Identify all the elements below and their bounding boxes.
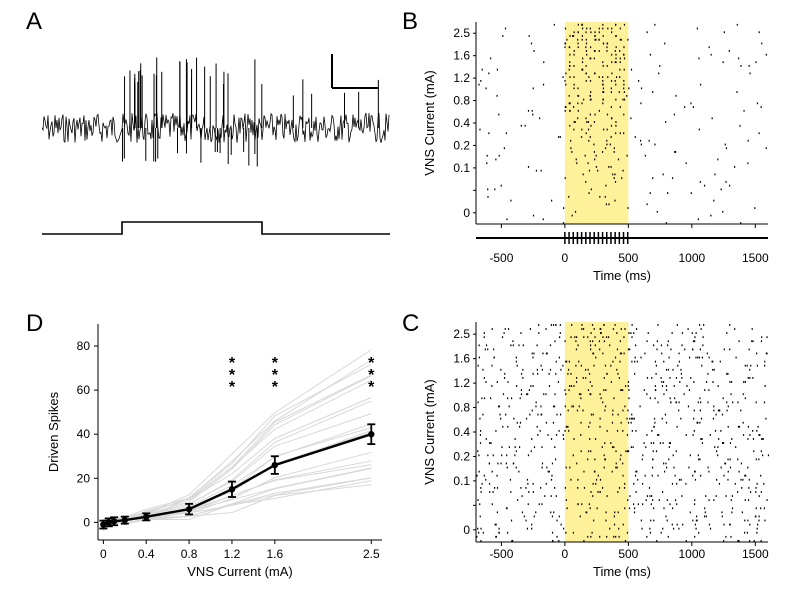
svg-text:1.6: 1.6	[266, 547, 283, 561]
svg-text:0.4: 0.4	[453, 425, 470, 439]
svg-text:2.5: 2.5	[363, 547, 380, 561]
svg-text:VNS Current (mA): VNS Current (mA)	[422, 70, 437, 175]
svg-text:0.1: 0.1	[453, 161, 470, 175]
svg-text:VNS Current (mA): VNS Current (mA)	[422, 379, 437, 484]
panel-label-B: B	[402, 8, 418, 36]
panel-C-raster: 0 0.1 0.2 0.4 0.8 1.2 1.6 2.5 -500 0 500 1000 1500 Ti…	[418, 318, 774, 586]
svg-text:0.8: 0.8	[181, 547, 198, 561]
panel-label-C: C	[402, 310, 419, 338]
svg-text:1500: 1500	[742, 547, 769, 561]
svg-text:0.8: 0.8	[453, 401, 470, 415]
svg-text:60: 60	[77, 383, 91, 397]
svg-text:VNS Current (mA): VNS Current (mA)	[187, 564, 292, 579]
svg-text:0: 0	[83, 515, 90, 529]
svg-text:2.5: 2.5	[453, 327, 470, 341]
panel-label-A: A	[26, 8, 42, 36]
svg-text:20: 20	[77, 471, 91, 485]
svg-text:1500: 1500	[742, 251, 769, 265]
svg-text:0.2: 0.2	[453, 449, 470, 463]
svg-text:0: 0	[463, 206, 470, 220]
svg-text:Time (ms): Time (ms)	[593, 268, 651, 283]
svg-text:*: *	[272, 379, 279, 396]
svg-text:1000: 1000	[678, 251, 705, 265]
svg-text:0: 0	[463, 523, 470, 537]
svg-text:0.4: 0.4	[138, 547, 155, 561]
svg-text:1.2: 1.2	[453, 376, 470, 390]
svg-text:40: 40	[77, 427, 91, 441]
svg-text:*: *	[229, 379, 236, 396]
svg-text:80: 80	[77, 339, 91, 353]
svg-text:500: 500	[618, 547, 638, 561]
svg-text:0.2: 0.2	[453, 138, 470, 152]
svg-text:-500: -500	[489, 547, 513, 561]
panel-D-curve: 0 20 40 60 80 0 0.4 0.8 1.2 1.6 2.5 VNS Current (mA…	[42, 318, 390, 586]
svg-text:Time (ms): Time (ms)	[593, 564, 651, 579]
svg-text:*: *	[368, 379, 375, 396]
svg-text:-500: -500	[489, 251, 513, 265]
svg-text:0: 0	[562, 251, 569, 265]
svg-text:1.2: 1.2	[453, 71, 470, 85]
panel-label-D: D	[26, 310, 43, 338]
panel-A-trace	[42, 18, 390, 286]
svg-text:1.6: 1.6	[453, 49, 470, 63]
svg-text:1000: 1000	[678, 547, 705, 561]
panel-B-raster: 0 0.1 0.2 0.4 0.8 1.2 1.6 2.5 -500 0 500 1000 1500 Ti…	[418, 18, 774, 286]
svg-text:1.2: 1.2	[224, 547, 241, 561]
svg-text:2.5: 2.5	[453, 26, 470, 40]
svg-text:0: 0	[562, 547, 569, 561]
svg-text:0.4: 0.4	[453, 116, 470, 130]
svg-text:500: 500	[618, 251, 638, 265]
svg-text:0.1: 0.1	[453, 474, 470, 488]
svg-text:0: 0	[100, 547, 107, 561]
svg-text:1.6: 1.6	[453, 352, 470, 366]
svg-text:Driven Spikes: Driven Spikes	[46, 391, 61, 472]
svg-text:0.8: 0.8	[453, 94, 470, 108]
